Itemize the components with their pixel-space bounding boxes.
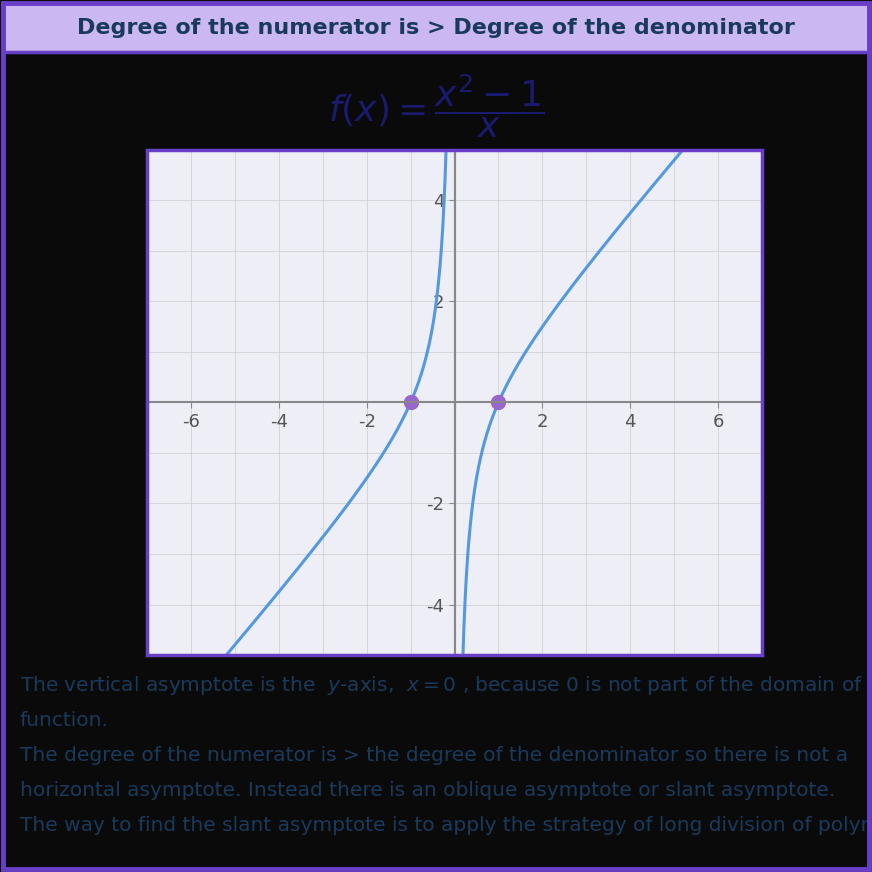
Text: The way to find the slant asymptote is to apply the strategy of long division of: The way to find the slant asymptote is t… <box>20 815 872 835</box>
Text: function.: function. <box>20 711 109 730</box>
Text: Degree of the numerator is > Degree of the denominator: Degree of the numerator is > Degree of t… <box>77 17 795 37</box>
Text: The degree of the numerator is > the degree of the denominator so there is not a: The degree of the numerator is > the deg… <box>20 746 848 765</box>
Text: $\mathit{f}(\mathit{x}) = \dfrac{\mathit{x}^2 - 1}{\mathit{x}}$: $\mathit{f}(\mathit{x}) = \dfrac{\mathit… <box>328 72 544 140</box>
Text: The vertical asymptote is the  $y$-axis,  $x = 0$ , because 0 is not part of the: The vertical asymptote is the $y$-axis, … <box>20 674 872 697</box>
Text: horizontal asymptote. Instead there is an oblique asymptote or slant asymptote.: horizontal asymptote. Instead there is a… <box>20 780 835 800</box>
